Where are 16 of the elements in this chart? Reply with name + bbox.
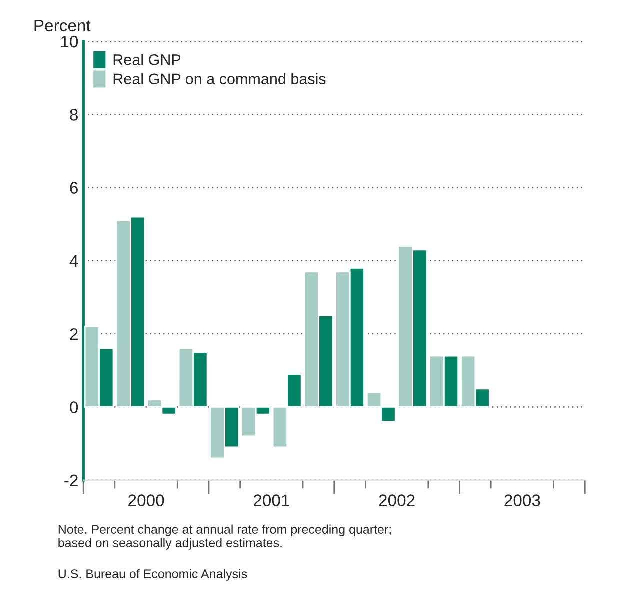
text: U.S. Bureau of Economic Analysis xyxy=(58,569,248,581)
x-tick-label: 2000 xyxy=(128,494,164,506)
y-tick-label: 2 xyxy=(70,328,78,340)
y-tick-label: 4 xyxy=(70,255,78,267)
y-tick-label: 6 xyxy=(70,182,78,194)
text: Note. Percent change at annual rate from preceding quarter; based on seasonally adjusted estimates. xyxy=(58,524,391,550)
y-tick-label: -2 xyxy=(64,474,78,486)
y-tick-label: 10 xyxy=(61,36,78,48)
x-tick-label: 2002 xyxy=(379,494,415,506)
y-axis-title: Percent xyxy=(34,20,91,32)
x-tick-label: 2003 xyxy=(504,494,540,506)
y-tick-label: 8 xyxy=(70,109,78,121)
legend-label: Real GNP on a command basis xyxy=(114,73,326,85)
y-tick-label: 0 xyxy=(70,402,78,414)
x-tick-label: 2001 xyxy=(254,494,290,506)
legend-label: Real GNP xyxy=(114,54,181,66)
